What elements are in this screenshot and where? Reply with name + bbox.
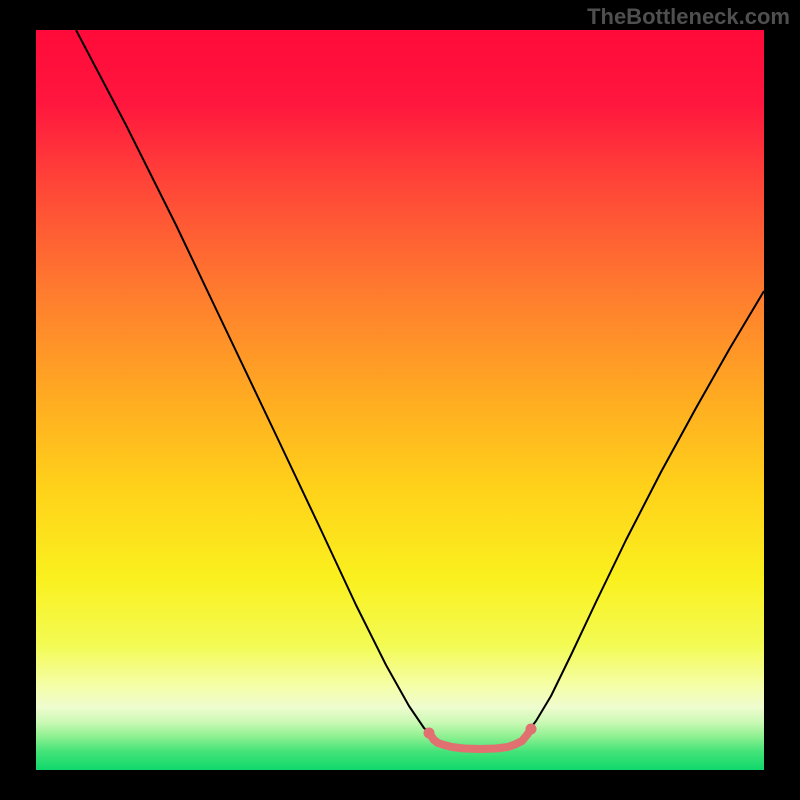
optimal-range-end-right	[526, 724, 537, 735]
bottleneck-chart	[36, 30, 764, 770]
watermark-text: TheBottleneck.com	[587, 4, 790, 30]
chart-frame: TheBottleneck.com	[0, 0, 800, 800]
optimal-range-end-left	[424, 728, 435, 739]
gradient-background	[36, 30, 764, 770]
